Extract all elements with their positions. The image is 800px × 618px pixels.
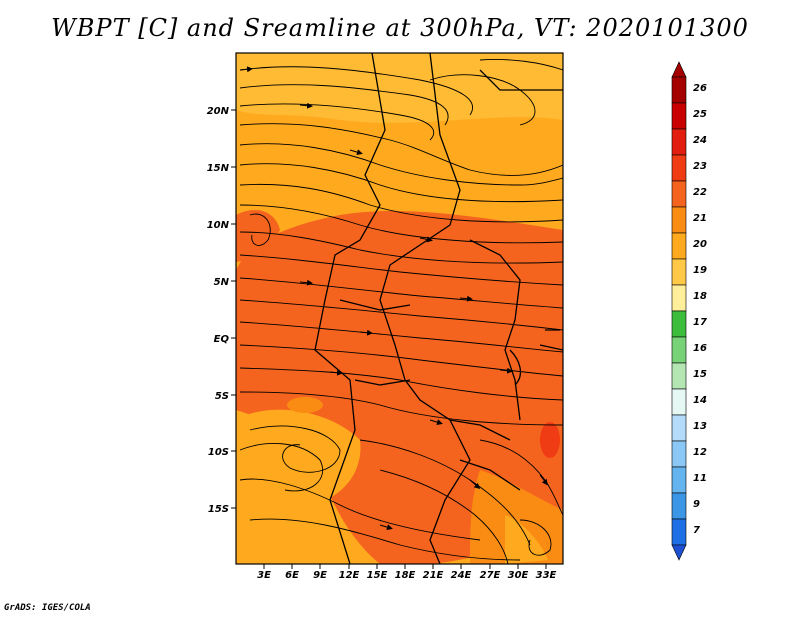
lon-tick-label: 21E xyxy=(423,570,444,581)
colorbar-label: 14 xyxy=(693,395,707,406)
colorbar-top-arrow xyxy=(671,61,687,78)
colorbar-label: 22 xyxy=(693,187,707,198)
colorbar-label: 20 xyxy=(693,239,707,250)
colorbar-label: 11 xyxy=(693,473,707,484)
colorbar-swatch xyxy=(671,440,687,468)
colorbar-swatch xyxy=(671,388,687,416)
colorbar-swatch xyxy=(671,258,687,286)
lon-tick-label: 12E xyxy=(339,570,360,581)
colorbar-swatch xyxy=(671,180,687,208)
colorbar-swatch xyxy=(671,414,687,442)
lat-tick-label: 15S xyxy=(208,504,229,515)
colorbar-label: 18 xyxy=(693,291,707,302)
lat-tick-label: 5S xyxy=(215,391,229,402)
lat-tick-label: 5N xyxy=(214,277,230,288)
lat-axis: 20N 15N 10N 5N EQ 5S 10S 15S xyxy=(207,106,236,515)
colorbar-label: 19 xyxy=(693,265,707,276)
colorbar-label: 7 xyxy=(693,525,700,536)
lat-tick-label: 15N xyxy=(207,163,230,174)
lat-tick-label: EQ xyxy=(214,334,230,345)
lat-tick-label: 10S xyxy=(208,447,229,458)
lon-tick-label: 6E xyxy=(285,570,299,581)
colorbar-swatch xyxy=(671,284,687,312)
lon-axis: 3E 6E 9E 12E 15E 18E 21E 24E 27E 30E 33E xyxy=(257,564,557,581)
colorbar-swatch xyxy=(671,492,687,520)
colorbar-swatch xyxy=(671,518,687,546)
lon-tick-label: 18E xyxy=(395,570,416,581)
colorbar-swatch xyxy=(671,128,687,156)
colorbar-label: 25 xyxy=(693,109,707,120)
colorbar-label: 26 xyxy=(693,83,707,94)
colorbar-label: 24 xyxy=(693,135,707,146)
streamline-arrows xyxy=(239,66,548,531)
colorbar-swatch xyxy=(671,466,687,494)
colorbar-label: 21 xyxy=(693,213,707,224)
colorbar-label: 9 xyxy=(693,499,700,510)
colorbar-label: 16 xyxy=(693,343,707,354)
colorbar-bottom-arrow xyxy=(671,544,687,561)
country-borders xyxy=(314,53,563,564)
colorbar-swatch xyxy=(671,102,687,130)
lat-tick-label: 10N xyxy=(207,220,230,231)
colorbar-swatch xyxy=(671,362,687,390)
colorbar-swatch xyxy=(671,206,687,234)
colorbar: 26 25 24 23 22 21 20 19 18 17 16 15 14 13 12 11 9 7 xyxy=(671,61,707,561)
streamlines xyxy=(239,59,563,564)
colorbar-label: 13 xyxy=(693,421,707,432)
lon-tick-label: 15E xyxy=(367,570,388,581)
colorbar-swatch xyxy=(671,76,687,104)
colorbar-label: 15 xyxy=(693,369,707,380)
wbpt-shading xyxy=(236,53,563,564)
map-frame xyxy=(235,52,564,565)
colorbar-swatch xyxy=(671,310,687,338)
lon-tick-label: 27E xyxy=(480,570,501,581)
colorbar-label: 12 xyxy=(693,447,707,458)
lon-tick-label: 24E xyxy=(451,570,472,581)
colorbar-swatch xyxy=(671,336,687,364)
lon-tick-label: 33E xyxy=(536,570,557,581)
lon-tick-label: 30E xyxy=(508,570,529,581)
map-title: WBPT [C] and Sreamline at 300hPa, VT: 20… xyxy=(51,14,749,42)
lat-tick-label: 20N xyxy=(207,106,230,117)
colorbar-swatch xyxy=(671,154,687,182)
credit-label: GrADS: IGES/COLA xyxy=(4,603,91,613)
lon-tick-label: 3E xyxy=(257,570,271,581)
colorbar-swatch xyxy=(671,232,687,260)
colorbar-label: 23 xyxy=(693,161,707,172)
colorbar-label: 17 xyxy=(693,317,707,328)
lon-tick-label: 9E xyxy=(313,570,327,581)
